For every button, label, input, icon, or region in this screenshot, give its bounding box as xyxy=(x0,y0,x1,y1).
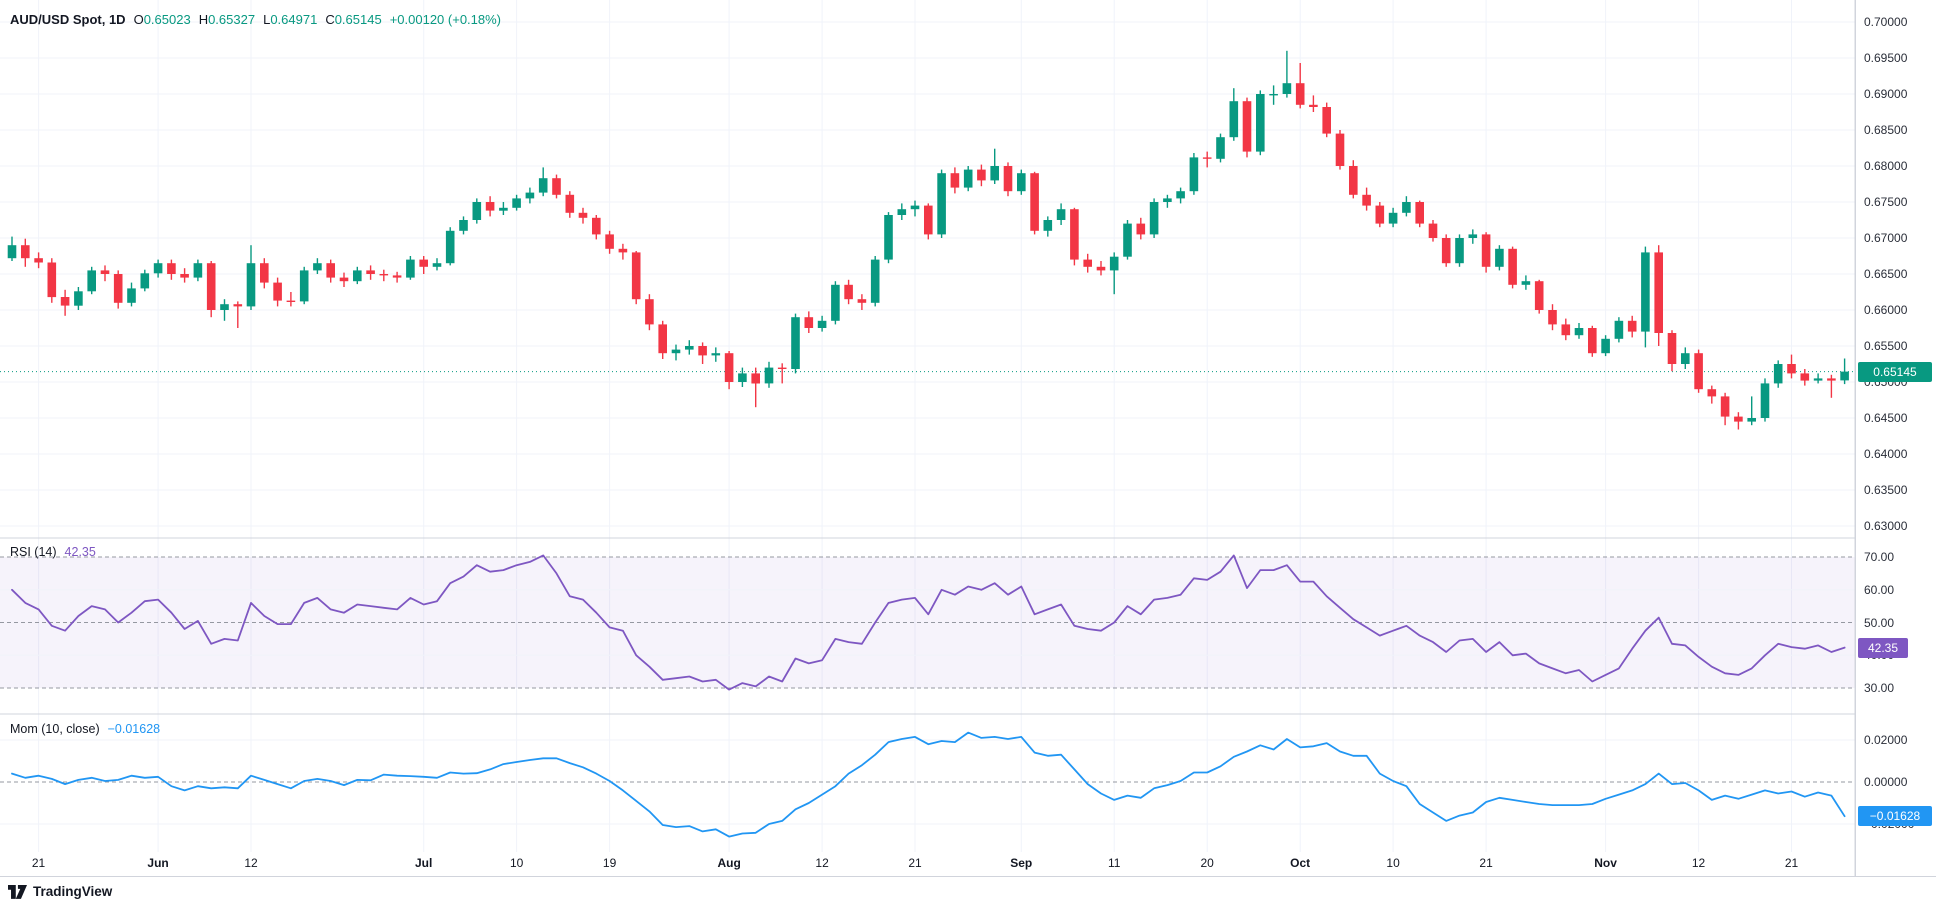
mom-legend-value: −0.01628 xyxy=(107,722,161,736)
time-axis-day-label: 11 xyxy=(1108,856,1121,870)
time-axis-day-label: 21 xyxy=(31,856,46,870)
time-axis-month-label: Nov xyxy=(1594,856,1617,870)
change-value: +0.00120 (+0.18%) xyxy=(389,12,502,27)
mom-axis-label: 0.02000 xyxy=(1864,733,1908,747)
tradingview-link[interactable]: TradingView xyxy=(8,883,112,900)
price-axis-label: 0.64000 xyxy=(1864,447,1908,461)
time-axis-day-label: 20 xyxy=(1200,856,1214,870)
price-axis-label: 0.68500 xyxy=(1864,123,1908,137)
price-axis-label: 0.69500 xyxy=(1864,51,1908,65)
price-axis-label: 0.64500 xyxy=(1864,411,1908,425)
price-axis-label: 0.70000 xyxy=(1864,15,1908,29)
time-axis-month-label: Sep xyxy=(1010,856,1033,870)
low-label: L xyxy=(263,12,271,27)
time-axis-day-label: 19 xyxy=(602,856,617,870)
open-label: O xyxy=(133,12,144,27)
low-value: 0.64971 xyxy=(270,12,318,27)
price-axis-label: 0.68000 xyxy=(1864,159,1908,173)
time-axis-month-label: Aug xyxy=(717,856,741,870)
rsi-axis-label: 60.00 xyxy=(1864,582,1895,597)
price-axis-label: 0.65500 xyxy=(1864,339,1908,353)
axis-border xyxy=(0,876,1936,877)
price-axis-label: 0.66000 xyxy=(1864,303,1908,317)
price-scale[interactable]: 0.70000 0.69500 0.69000 0.68500 0.68000 0.675… xyxy=(1855,0,1936,876)
symbol-title: AUD/USD Spot, 1D xyxy=(10,12,126,27)
tradingview-brand-text: TradingView xyxy=(33,884,113,899)
last-price-badge: 0.65145 xyxy=(1858,362,1932,382)
price-rsi-mom-chart[interactable] xyxy=(0,0,1936,880)
time-scale[interactable]: 21 Jun 12 Jul 10 19 Aug 12 21 Sep 11 20 Oct 10 21 Nov 12… xyxy=(0,853,1855,876)
time-axis-day-label: 21 xyxy=(1479,856,1493,870)
time-axis-day-label: 10 xyxy=(1386,856,1400,870)
time-axis-day-label: 21 xyxy=(908,856,922,870)
close-value: 0.65145 xyxy=(334,12,382,27)
symbol-legend[interactable]: AUD/USD Spot, 1D O0.65023 H0.65327 L0.64… xyxy=(10,12,501,27)
time-axis-month-label: Jul xyxy=(415,856,433,870)
mom-value-badge: −0.01628 xyxy=(1858,806,1932,826)
rsi-legend[interactable]: RSI (14) 42.35 xyxy=(10,545,96,559)
price-axis-label: 0.66500 xyxy=(1864,267,1908,281)
time-axis-month-label: Jun xyxy=(147,856,169,870)
rsi-axis-label: 50.00 xyxy=(1864,615,1895,630)
close-label: C xyxy=(325,12,335,27)
price-axis-label: 0.63000 xyxy=(1864,519,1908,533)
chart-canvas[interactable] xyxy=(0,0,1936,880)
price-axis-label: 0.67500 xyxy=(1864,195,1908,209)
rsi-value-badge: 42.35 xyxy=(1858,638,1908,658)
time-axis-month-label: Oct xyxy=(1290,856,1311,870)
mom-legend-title: Mom (10, close) xyxy=(10,722,100,736)
rsi-axis-label: 30.00 xyxy=(1864,681,1895,695)
mom-legend[interactable]: Mom (10, close) −0.01628 xyxy=(10,722,160,736)
price-axis-label: 0.63500 xyxy=(1864,483,1908,497)
rsi-legend-title: RSI (14) xyxy=(10,545,57,559)
time-axis-day-label: 12 xyxy=(1691,856,1706,870)
price-axis-label: 0.69000 xyxy=(1864,87,1908,101)
time-axis-day-label: 12 xyxy=(815,856,829,870)
footer: TradingView xyxy=(0,877,1936,910)
time-axis-day-label: 21 xyxy=(1784,856,1799,870)
price-axis-label: 0.67000 xyxy=(1864,231,1908,245)
rsi-axis-label: 70.00 xyxy=(1864,550,1895,564)
tradingview-logo-icon xyxy=(8,885,27,899)
open-value: 0.65023 xyxy=(143,12,191,27)
high-value: 0.65327 xyxy=(208,12,256,27)
time-axis-day-label: 12 xyxy=(244,856,258,870)
time-axis-day-label: 10 xyxy=(509,856,524,870)
high-label: H xyxy=(198,12,209,27)
rsi-legend-value: 42.35 xyxy=(64,545,96,559)
mom-axis-label: 0.00000 xyxy=(1864,775,1908,789)
